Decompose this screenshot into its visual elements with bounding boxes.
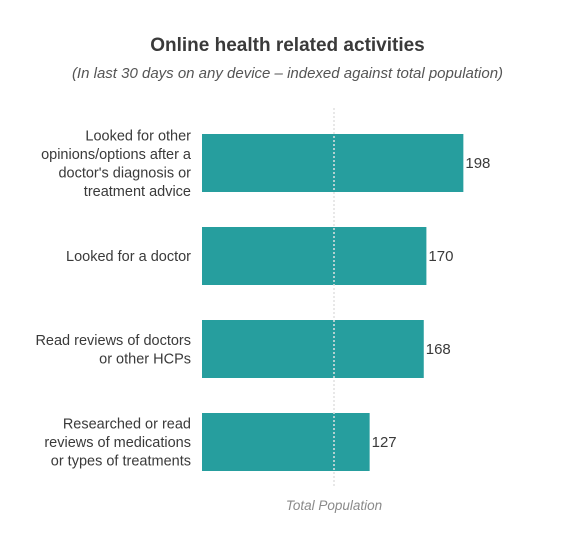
category-label-1: Looked for a doctor <box>66 249 191 265</box>
chart-subtitle: (In last 30 days on any device – indexed… <box>71 65 504 82</box>
data-label-3: 127 <box>372 434 397 451</box>
category-label-0: Looked for other opinions/options after a… <box>41 128 192 200</box>
data-label-0: 198 <box>465 155 490 172</box>
bar-3 <box>202 413 370 471</box>
bar-2 <box>202 320 424 378</box>
data-label-2: 168 <box>426 341 451 358</box>
bar-0 <box>202 134 464 192</box>
category-label-2: Read reviews of doctors or other HCPs <box>35 333 191 368</box>
chart-title: Online health related activities <box>150 35 425 56</box>
bar-1 <box>202 227 427 285</box>
data-label-1: 170 <box>428 248 453 265</box>
reference-line-label: Total Population <box>286 498 382 513</box>
category-label-3: Researched or read reviews of medications… <box>44 417 191 470</box>
